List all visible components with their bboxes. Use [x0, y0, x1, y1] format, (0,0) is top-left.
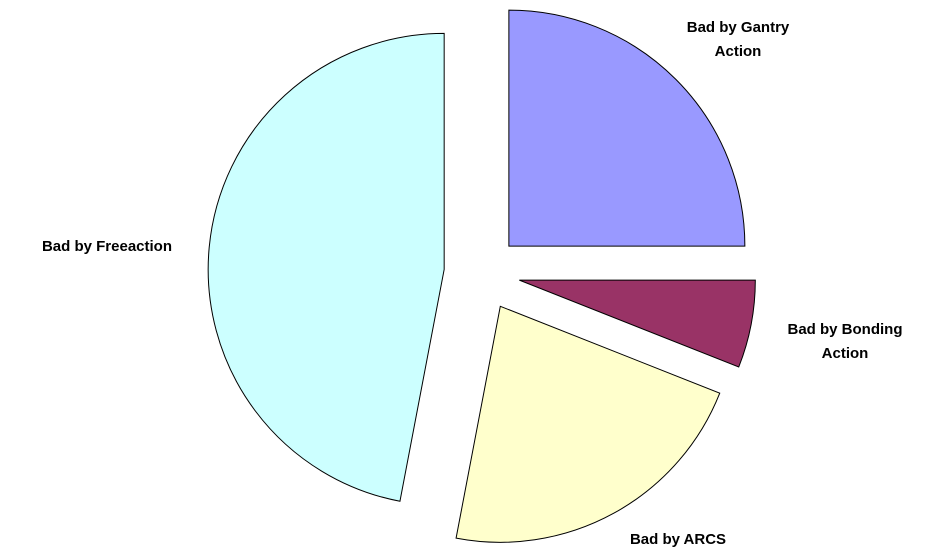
pie-slice	[519, 279, 756, 368]
slice-label: Bad by Gantry Action	[686, 19, 790, 60]
pie-slice	[207, 32, 445, 502]
slice-label: Bad by ARCS	[629, 531, 727, 548]
pie-slice	[455, 305, 721, 543]
pie-slice	[508, 9, 746, 247]
slice-label: Bad by Freeaction	[41, 238, 173, 255]
slice-label: Bad by Bonding Action	[787, 321, 903, 362]
